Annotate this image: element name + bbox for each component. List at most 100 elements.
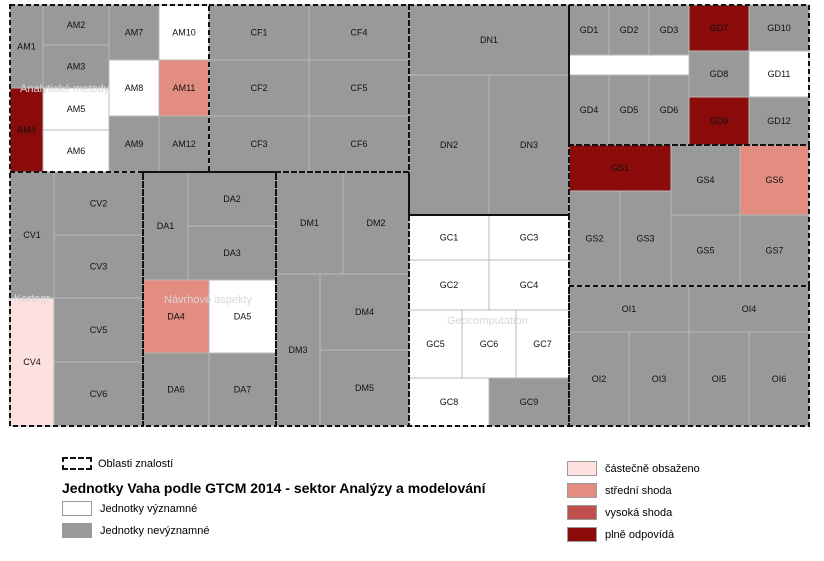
unit-label-oi1: OI1 bbox=[622, 304, 637, 314]
unit-cell-dm1 bbox=[275, 171, 344, 275]
unit-label-cf3: CF3 bbox=[250, 139, 267, 149]
unit-cell-cf4 bbox=[308, 4, 410, 61]
unit-cell-dm5 bbox=[319, 349, 410, 427]
unit-label-am7: AM7 bbox=[125, 28, 144, 38]
unit-cell-am1 bbox=[9, 4, 44, 89]
unit-label-cv1: CV1 bbox=[23, 230, 41, 240]
unit-cell-gc9 bbox=[488, 377, 570, 427]
diagram-title: Jednotky Vaha podle GTCM 2014 - sektor A… bbox=[62, 480, 486, 496]
unit-label-da7: DA7 bbox=[234, 385, 252, 395]
unit-cell-am12 bbox=[158, 115, 210, 173]
dashed-border-swatch bbox=[62, 457, 92, 470]
unit-cell-oi5 bbox=[688, 331, 750, 427]
unit-label-oi3: OI3 bbox=[652, 374, 667, 384]
unit-label-gd1: GD1 bbox=[580, 25, 599, 35]
unit-label-gc9: GC9 bbox=[520, 397, 539, 407]
unit-label-dn2: DN2 bbox=[440, 140, 458, 150]
unit-label-cv4: CV4 bbox=[23, 357, 41, 367]
unit-label-gd7: GD7 bbox=[710, 23, 729, 33]
unit-cell-dm4 bbox=[319, 273, 410, 351]
unit-label-da1: DA1 bbox=[157, 221, 175, 231]
unit-cell-cv3 bbox=[53, 234, 144, 299]
legend-partial-label: částečně obsaženo bbox=[605, 462, 700, 475]
unit-label-cv3: CV3 bbox=[90, 262, 108, 272]
unit-cell-oi6 bbox=[748, 331, 810, 427]
unit-label-am10: AM10 bbox=[172, 28, 196, 38]
legend-partial: částečně obsaženo bbox=[567, 461, 700, 476]
unit-cell-gs4 bbox=[670, 144, 741, 216]
area-label-cv: Kartogr bbox=[14, 293, 50, 305]
unit-label-am5: AM5 bbox=[67, 104, 86, 114]
unit-cell-gd8 bbox=[688, 50, 750, 98]
unit-cell-cv6 bbox=[53, 361, 144, 427]
unit-cell-oi2 bbox=[568, 331, 630, 427]
unit-label-cv2: CV2 bbox=[90, 199, 108, 209]
knowledge-area-map: AM1 AM2 AM3 AM4 AM5 AM6 AM7 AM8 AM9 AM10 AM11 AM12 C… bbox=[9, 4, 810, 427]
unit-label-am12: AM12 bbox=[172, 139, 196, 149]
unit-cell-dn2 bbox=[408, 74, 490, 216]
unit-label-cf6: CF6 bbox=[350, 139, 367, 149]
unit-label-am4: AM4 bbox=[17, 125, 36, 135]
unit-label-gd9: GD9 bbox=[710, 116, 729, 126]
unit-label-am1: AM1 bbox=[17, 42, 36, 52]
unit-label-cf1: CF1 bbox=[250, 28, 267, 38]
unit-cell-da5 bbox=[208, 279, 277, 354]
unit-cell-gc8 bbox=[408, 377, 490, 427]
unit-label-gs5: GS5 bbox=[696, 246, 714, 256]
unit-label-dm1: DM1 bbox=[300, 218, 319, 228]
legend-significant-label: Jednotky významné bbox=[100, 502, 198, 515]
unit-cell-am6 bbox=[42, 129, 110, 173]
unit-cell-gd7 bbox=[688, 4, 750, 52]
unit-cell-am2 bbox=[42, 4, 110, 46]
unit-cell-cf2 bbox=[208, 59, 310, 117]
unit-cell-gc6 bbox=[461, 309, 517, 379]
unit-label-gd5: GD5 bbox=[620, 105, 639, 115]
unit-label-gc8: GC8 bbox=[440, 397, 459, 407]
unit-cell-am10 bbox=[158, 4, 210, 61]
unit-cell-cv2 bbox=[53, 171, 144, 236]
unit-cell-gs7 bbox=[739, 214, 810, 287]
unit-cell-gs6 bbox=[739, 144, 810, 216]
full-swatch bbox=[567, 527, 597, 542]
unit-label-gs7: GS7 bbox=[765, 246, 783, 256]
legend-high-label: vysoká shoda bbox=[605, 506, 673, 519]
medium-swatch bbox=[567, 483, 597, 498]
unit-cell-cv5 bbox=[53, 297, 144, 363]
area-border-cv bbox=[9, 171, 144, 427]
unit-cell-dn3 bbox=[488, 74, 570, 216]
unit-label-dn1: DN1 bbox=[480, 35, 498, 45]
unit-cell-oi1 bbox=[568, 285, 690, 333]
unit-label-gc2: GC2 bbox=[440, 280, 459, 290]
unit-label-dm5: DM5 bbox=[355, 383, 374, 393]
unit-label-gs1: GS1 bbox=[611, 163, 629, 173]
unit-label-gd3: GD3 bbox=[660, 25, 679, 35]
legend-significant: Jednotky významné bbox=[62, 501, 197, 516]
unit-label-cf2: CF2 bbox=[250, 83, 267, 93]
unit-label-gd6: GD6 bbox=[660, 105, 679, 115]
unit-label-am3: AM3 bbox=[67, 62, 86, 72]
unit-cell-am8 bbox=[108, 59, 160, 117]
unit-label-oi6: OI6 bbox=[772, 374, 787, 384]
unit-label-da3: DA3 bbox=[223, 248, 241, 258]
area-label-da: Návrhové aspekty bbox=[164, 294, 253, 306]
unit-label-oi2: OI2 bbox=[592, 374, 607, 384]
legend-full: plně odpovídá bbox=[567, 527, 674, 542]
unit-cell-gd2 bbox=[608, 4, 650, 56]
unit-label-am11: AM11 bbox=[173, 83, 196, 93]
unit-label-da6: DA6 bbox=[167, 385, 185, 395]
unit-cell-da7 bbox=[208, 352, 277, 427]
area-border-gc bbox=[408, 214, 570, 427]
area-border-oi bbox=[568, 285, 810, 427]
legend-insignificant-label: Jednotky nevýznamné bbox=[100, 524, 210, 537]
unit-label-gd2: GD2 bbox=[620, 25, 639, 35]
unit-label-gd10: GD10 bbox=[767, 23, 791, 33]
partial-swatch bbox=[567, 461, 597, 476]
unit-label-cv5: CV5 bbox=[90, 325, 108, 335]
legend-medium-label: střední shoda bbox=[605, 484, 672, 497]
unit-cell-dn1 bbox=[408, 4, 570, 76]
legend-high: vysoká shoda bbox=[567, 505, 672, 520]
high-swatch bbox=[567, 505, 597, 520]
unit-cell-cf5 bbox=[308, 59, 410, 117]
unit-label-gd12: GD12 bbox=[767, 116, 791, 126]
unit-label-gc5: GC5 bbox=[426, 339, 445, 349]
